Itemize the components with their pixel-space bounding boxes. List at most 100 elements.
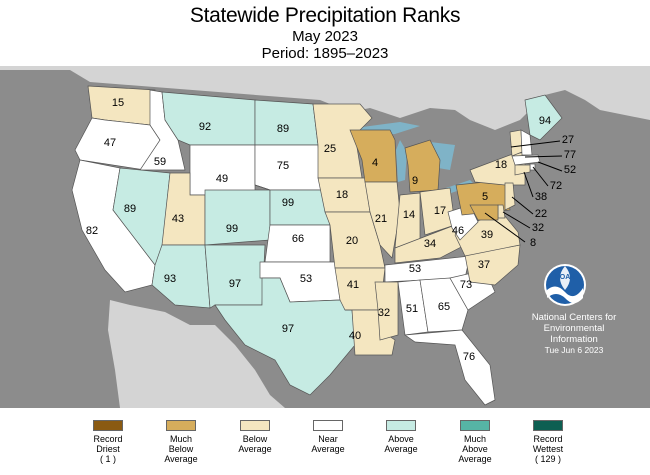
rank-label-ne: 99 bbox=[282, 197, 294, 209]
legend-label: Average bbox=[384, 444, 418, 454]
leader-line-ri bbox=[532, 166, 549, 187]
leader-line-md bbox=[484, 212, 526, 243]
state-nm bbox=[204, 244, 266, 309]
legend-record-driest: Record Driest ( 1 ) bbox=[73, 420, 143, 464]
rank-label-ca: 82 bbox=[86, 225, 98, 237]
rank-label-va: 39 bbox=[481, 229, 493, 241]
rank-label-az: 93 bbox=[164, 273, 176, 285]
noaa-logo-text: NOAA bbox=[555, 274, 576, 281]
rank-label-sc: 73 bbox=[460, 279, 472, 291]
legend-near: Near Average bbox=[293, 420, 363, 454]
legend-swatch-above bbox=[386, 420, 416, 431]
legend-label: Much bbox=[169, 434, 192, 444]
state-tx bbox=[214, 277, 356, 396]
legend-label: ( 129 ) bbox=[534, 454, 561, 464]
rank-label-mo: 20 bbox=[346, 235, 358, 247]
legend: Record Driest ( 1 ) Much Below Average B… bbox=[0, 420, 650, 475]
leader-line-de bbox=[502, 211, 531, 229]
legend-label: Average bbox=[164, 454, 198, 464]
rank-label-ok: 53 bbox=[300, 273, 312, 285]
legend-swatch-record-wettest bbox=[533, 420, 563, 431]
rank-labels: 1547825989924943939997897599665397251820… bbox=[86, 97, 576, 363]
rank-label-me: 94 bbox=[539, 115, 551, 127]
legend-label: Average bbox=[458, 454, 492, 464]
ncei-credit: National Centers for Environmental Infor… bbox=[524, 312, 624, 356]
rank-label-mn: 25 bbox=[324, 143, 336, 155]
rank-label-ri: 72 bbox=[550, 180, 562, 192]
legend-record-wettest: Record Wettest ( 129 ) bbox=[513, 420, 583, 464]
legend-label: Average bbox=[238, 444, 272, 454]
state-nj bbox=[504, 182, 516, 211]
legend-label: Record bbox=[533, 434, 563, 444]
precipitation-map: 1547825989924943939997897599665397251820… bbox=[0, 66, 650, 408]
state-ma bbox=[511, 154, 541, 166]
leader-line-nh bbox=[524, 155, 563, 158]
rank-label-fl: 76 bbox=[463, 351, 475, 363]
rank-label-co: 99 bbox=[226, 223, 238, 235]
legend-label: ( 1 ) bbox=[99, 454, 116, 464]
rank-label-oh: 17 bbox=[434, 205, 446, 217]
state-mn bbox=[312, 103, 373, 179]
rank-label-nd: 89 bbox=[277, 123, 289, 135]
map-period: Period: 1895–2023 bbox=[261, 45, 389, 62]
rank-label-sd: 75 bbox=[277, 160, 289, 172]
legend-label: Record bbox=[93, 434, 123, 444]
state-vt bbox=[509, 129, 523, 157]
legend-label: Near bbox=[318, 434, 338, 444]
credit-line1: National Centers for bbox=[531, 312, 617, 323]
leader-lines bbox=[484, 140, 563, 243]
states-layer bbox=[71, 85, 563, 406]
legend-swatch-record-driest bbox=[93, 420, 123, 431]
rank-label-ky: 34 bbox=[424, 238, 436, 250]
state-co bbox=[204, 189, 271, 246]
rank-label-al: 51 bbox=[406, 303, 418, 315]
legend-label: Wettest bbox=[532, 444, 564, 454]
rank-label-il: 21 bbox=[375, 213, 387, 225]
rank-label-vt: 27 bbox=[562, 134, 574, 146]
rank-label-md: 8 bbox=[530, 237, 536, 249]
state-ct bbox=[514, 164, 531, 176]
rank-label-nm: 97 bbox=[229, 278, 241, 290]
rank-label-nv: 89 bbox=[124, 203, 136, 215]
state-ms bbox=[374, 281, 399, 341]
rank-label-nj: 22 bbox=[535, 208, 547, 220]
rank-label-wy: 49 bbox=[216, 173, 228, 185]
mexico-land bbox=[108, 300, 285, 408]
rank-label-nh: 77 bbox=[564, 149, 576, 161]
rank-label-mi: 9 bbox=[412, 175, 418, 187]
rank-label-ma: 52 bbox=[564, 164, 576, 176]
title-block: Statewide Precipitation Ranks May 2023 P… bbox=[0, 4, 650, 62]
rank-label-wi: 4 bbox=[372, 157, 378, 169]
legend-label: Above bbox=[388, 434, 414, 444]
map-subtitle: May 2023 bbox=[292, 28, 358, 45]
legend-label: Driest bbox=[96, 444, 120, 454]
state-md bbox=[469, 204, 499, 221]
credit-line2: Environmental bbox=[543, 323, 605, 334]
credit-line3: Information bbox=[550, 334, 598, 345]
rank-label-wa: 15 bbox=[112, 97, 124, 109]
rank-label-ms: 32 bbox=[378, 307, 390, 319]
rank-label-or: 47 bbox=[104, 137, 116, 149]
legend-label: Above bbox=[462, 444, 488, 454]
rank-label-ny: 18 bbox=[495, 159, 507, 171]
legend-below: Below Average bbox=[220, 420, 290, 454]
rank-label-wv: 46 bbox=[452, 225, 464, 237]
legend-much-above: Much Above Average bbox=[440, 420, 510, 464]
rank-label-la: 40 bbox=[349, 330, 361, 342]
map-title: Statewide Precipitation Ranks bbox=[189, 4, 461, 27]
rank-label-pa: 5 bbox=[482, 191, 488, 203]
leader-line-ma bbox=[537, 161, 563, 172]
rank-label-nc: 37 bbox=[478, 259, 490, 271]
canada-land bbox=[0, 66, 650, 130]
rank-label-ga: 65 bbox=[438, 301, 450, 313]
state-me bbox=[524, 94, 563, 141]
state-il bbox=[364, 181, 401, 259]
state-wy bbox=[189, 144, 256, 196]
state-ny bbox=[469, 151, 526, 186]
rank-label-ks: 66 bbox=[292, 233, 304, 245]
rank-label-ia: 18 bbox=[336, 189, 348, 201]
leader-line-ct bbox=[523, 171, 534, 198]
legend-swatch-near bbox=[313, 420, 343, 431]
legend-swatch-much-below bbox=[166, 420, 196, 431]
legend-label: Average bbox=[311, 444, 345, 454]
